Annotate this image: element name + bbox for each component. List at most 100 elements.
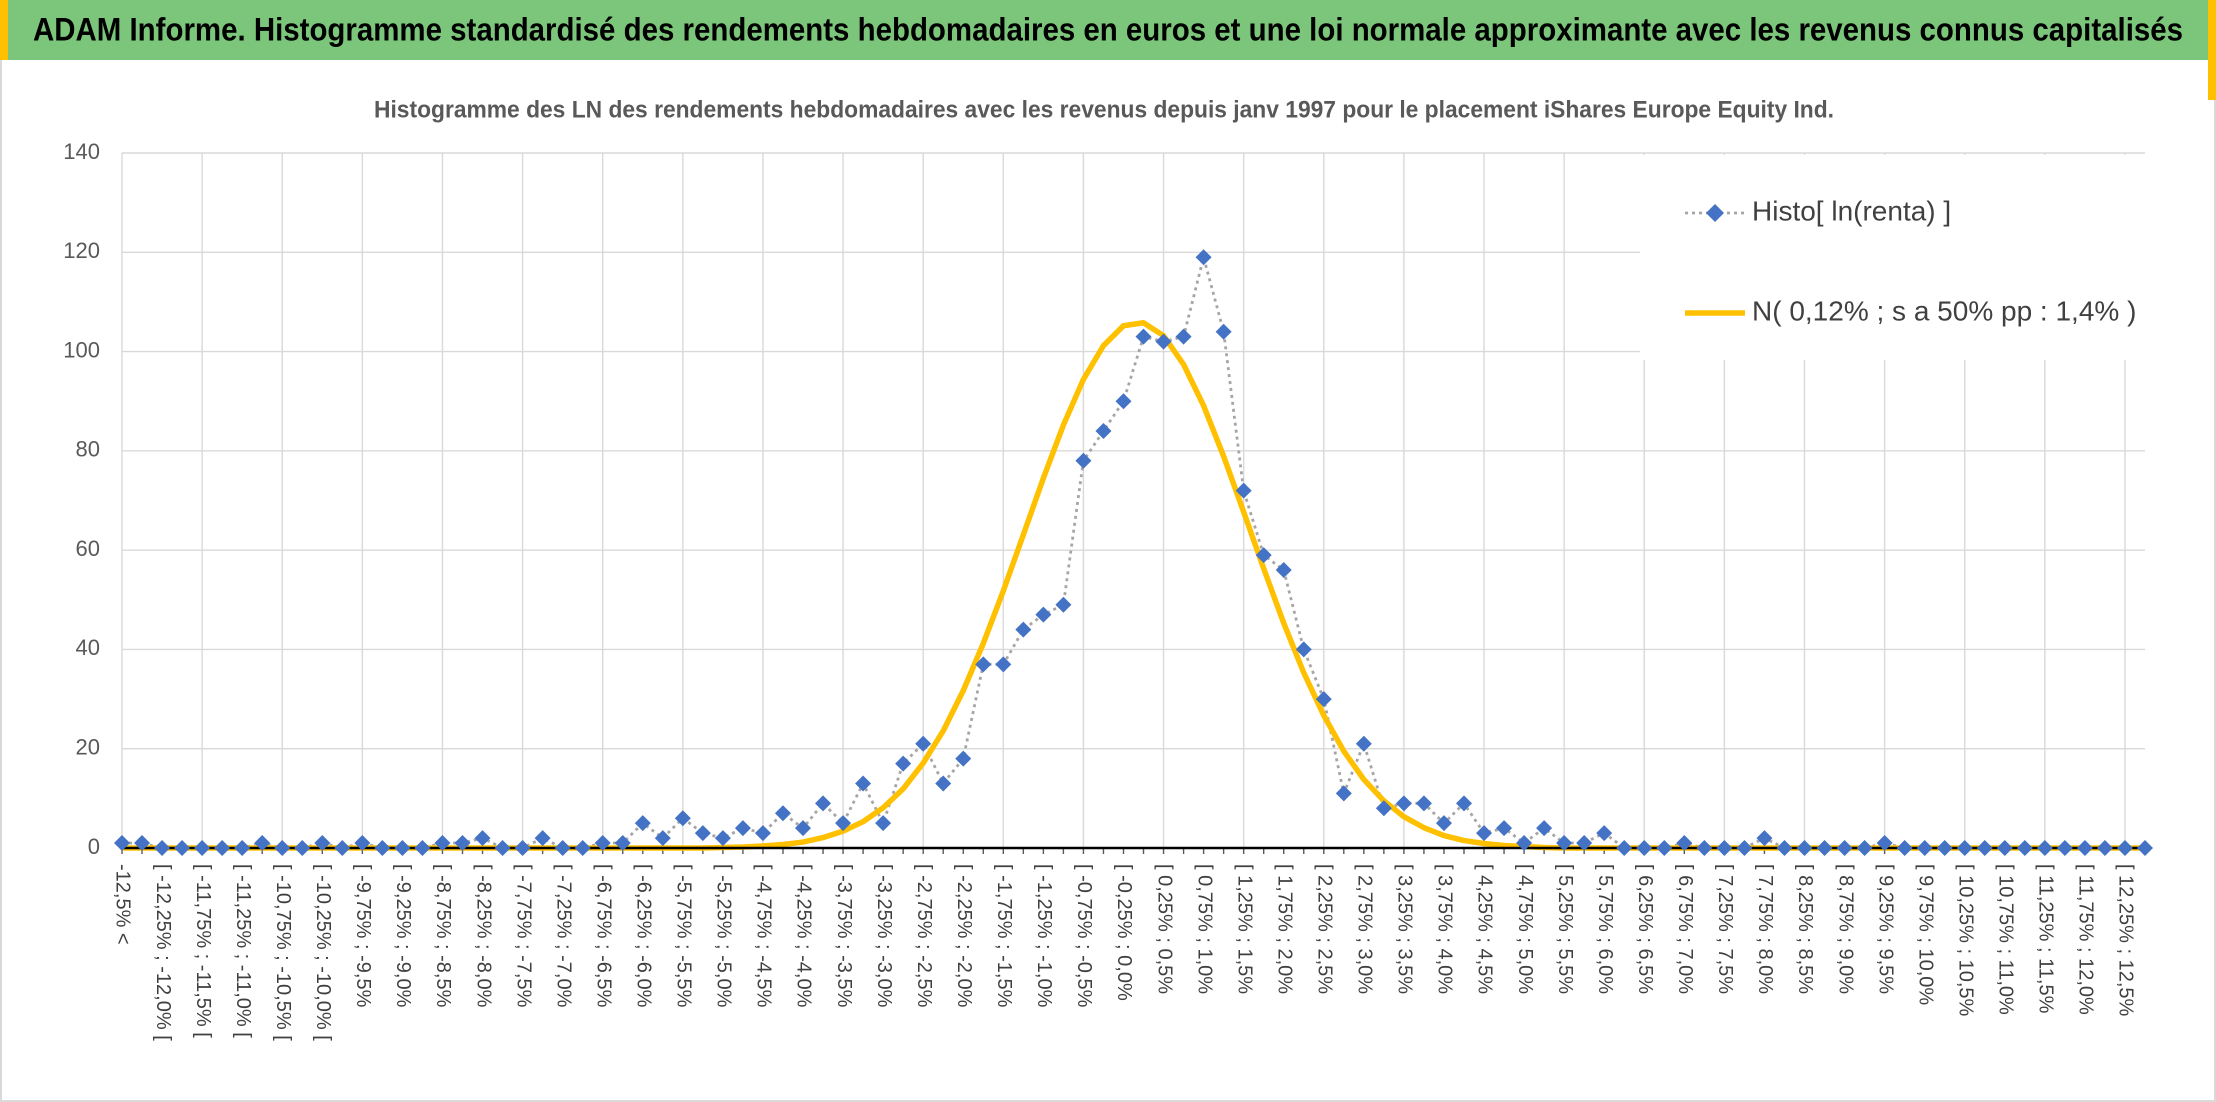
x-tick-label: [ 2,25% ; 2,5% [1314, 864, 1336, 994]
x-tick-label: [ -4,25% ; -4,0% [793, 864, 815, 1008]
x-tick-label: [ 10,25% ; 10,5% [1954, 864, 1976, 1017]
data-point [1375, 800, 1392, 817]
data-point [1976, 840, 1993, 856]
data-point [154, 840, 171, 856]
data-point [1536, 820, 1553, 837]
data-point [1736, 840, 1753, 856]
data-point [1355, 735, 1372, 752]
data-point [2137, 840, 2153, 856]
data-point [2076, 840, 2093, 856]
data-point [975, 656, 992, 673]
data-point [774, 805, 791, 822]
data-point [935, 775, 952, 792]
data-point [1155, 333, 1172, 350]
x-tick-label: [ 2,75% ; 3,0% [1354, 864, 1376, 994]
data-point [1776, 840, 1793, 856]
data-point [134, 835, 151, 852]
data-point [1395, 795, 1412, 812]
banner-accent [2208, 0, 2216, 100]
x-tick-label: [ 0,25% ; 0,5% [1153, 864, 1175, 994]
x-tick-label: [ -2,25% ; -2,0% [953, 864, 975, 1008]
grid: 0 20 40 60 80 100 120 140 -12,5% < [ -12,25% ; -1… [63, 139, 2146, 1041]
data-point [694, 825, 711, 842]
data-point [1596, 825, 1613, 842]
data-point [875, 815, 892, 832]
chart-title: ADAM Informe. Histogramme standardisé de… [33, 11, 2183, 47]
x-tick-label: [ 3,75% ; 4,0% [1434, 864, 1456, 994]
x-tick-label: [ 3,25% ; 3,5% [1394, 864, 1416, 994]
data-point [574, 840, 591, 856]
data-point [274, 840, 291, 856]
data-point [915, 735, 932, 752]
x-tick-label: [ -3,75% ; -3,5% [833, 864, 855, 1008]
data-point [1095, 423, 1112, 439]
data-point [314, 835, 331, 852]
data-point [634, 815, 651, 832]
y-tick-label: 0 [88, 834, 100, 859]
title-banner [0, 0, 2216, 60]
banner-accent [0, 0, 8, 60]
data-point [1756, 830, 1773, 847]
data-point [1996, 840, 2013, 856]
data-point [1676, 835, 1693, 852]
y-tick-label: 20 [76, 735, 100, 760]
x-tick-label: [ 5,75% ; 6,0% [1594, 864, 1616, 994]
x-tick-label: [ -11,25% ; -11,0% [ [232, 864, 254, 1038]
y-tick-label: 120 [63, 238, 100, 263]
data-point [2096, 840, 2113, 856]
x-tick-label: [ 9,25% ; 9,5% [1874, 864, 1896, 994]
data-point [234, 840, 251, 856]
data-point [1896, 840, 1913, 856]
data-point [1916, 840, 1933, 856]
x-tick-label: [ -7,25% ; -7,0% [552, 864, 574, 1008]
data-point [1696, 840, 1713, 856]
data-point [1836, 840, 1853, 856]
x-tick-label: [ -10,25% ; -10,0% [ [312, 864, 334, 1041]
data-point [554, 840, 571, 856]
x-tick-label: [ 8,75% ; 9,0% [1834, 864, 1856, 994]
x-tick-label: [ -2,75% ; -2,5% [913, 864, 935, 1008]
data-point [955, 750, 972, 767]
data-point [754, 825, 771, 842]
data-point [2116, 840, 2133, 856]
x-tick-label: [ -7,75% ; -7,5% [512, 864, 534, 1008]
legend: Histo[ ln(renta) ] N( 0,12% ; s a 50% pp … [1640, 155, 2145, 360]
x-tick-label: [ 1,75% ; 2,0% [1273, 864, 1295, 994]
x-tick-label: [ 11,75% ; 12,0% [2075, 864, 2097, 1015]
data-point [1035, 606, 1052, 623]
x-tick-label: [ 0,75% ; 1,0% [1193, 864, 1215, 994]
x-tick-label: [ 11,25% ; 11,5% [2035, 864, 2057, 1014]
data-point [354, 835, 371, 852]
x-tick-label: [ -8,75% ; -8,5% [432, 864, 454, 1008]
data-point [1656, 840, 1673, 856]
data-point [654, 830, 671, 847]
x-tick-label: [ -6,25% ; -6,0% [632, 864, 654, 1008]
data-point [394, 840, 411, 856]
data-point [1015, 621, 1032, 638]
x-tick-label: [ 4,75% ; 5,0% [1514, 864, 1536, 994]
data-point [1255, 547, 1272, 564]
data-point [1476, 825, 1493, 842]
data-point [254, 835, 271, 852]
data-point [1616, 840, 1633, 856]
data-point [194, 840, 211, 856]
data-point [434, 835, 451, 852]
data-point [1335, 785, 1352, 802]
legend-label: N( 0,12% ; s a 50% pp : 1,4% ) [1752, 295, 2136, 326]
chart-subtitle: Histogramme des LN des rendements hebdom… [374, 96, 1834, 123]
data-point [374, 840, 391, 856]
data-point [1856, 840, 1873, 856]
data-point [1175, 328, 1192, 345]
data-point [1796, 840, 1813, 856]
x-tick-label: [ -5,75% ; -5,5% [673, 864, 695, 1008]
x-tick-label: [ 12,25% ; 12,5% [2115, 864, 2137, 1017]
x-tick-label: [ -4,75% ; -4,5% [753, 864, 775, 1008]
y-tick-label: 60 [76, 536, 100, 561]
data-point [1876, 835, 1893, 852]
data-point [114, 835, 130, 852]
data-point [1275, 562, 1292, 578]
y-tick-label: 100 [63, 337, 100, 362]
x-tick-label: [ -9,25% ; -9,0% [392, 864, 414, 1008]
x-tick-label: [ 6,75% ; 7,0% [1674, 864, 1696, 994]
